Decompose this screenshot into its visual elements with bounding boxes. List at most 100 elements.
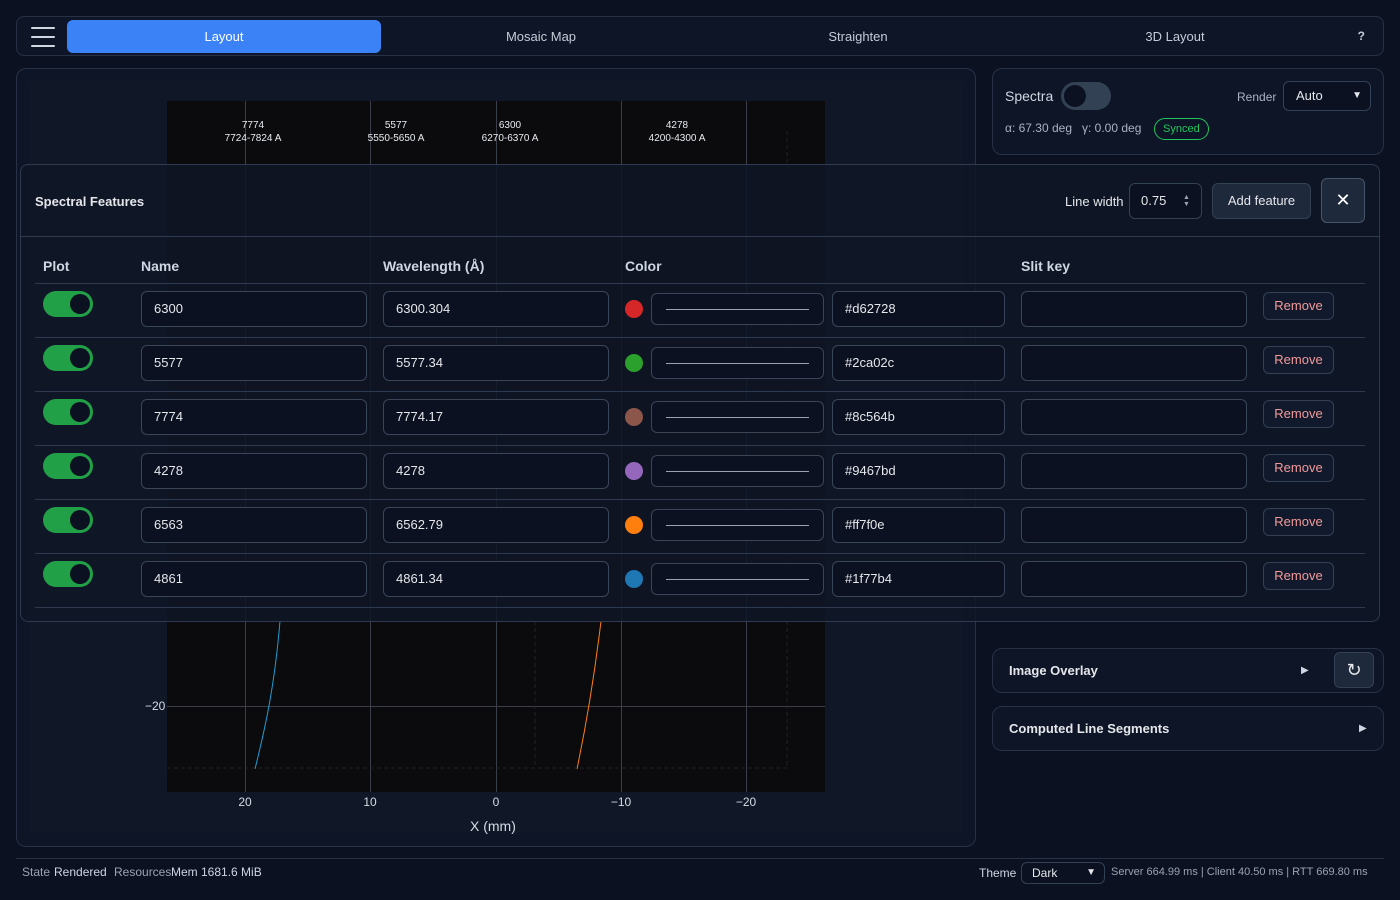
x-tick: −20 xyxy=(735,795,757,809)
resources-label: Resources xyxy=(114,865,172,879)
color-hex-input[interactable]: #d62728 xyxy=(832,291,1005,327)
name-input[interactable]: 4861 xyxy=(141,561,367,597)
slit-key-input[interactable] xyxy=(1021,399,1247,435)
wavelength-input[interactable]: 5577.34 xyxy=(383,345,609,381)
remove-button[interactable]: Remove xyxy=(1263,292,1334,320)
close-icon[interactable]: ✕ xyxy=(1321,178,1365,223)
color-swatch[interactable] xyxy=(625,408,643,426)
color-hex-input[interactable]: #9467bd xyxy=(832,453,1005,489)
render-select[interactable]: Auto ▼ xyxy=(1283,81,1371,111)
status-bar: State Rendered Resources Mem 1681.6 MiB … xyxy=(16,858,1384,886)
slit-key-input[interactable] xyxy=(1021,345,1247,381)
theme-label: Theme xyxy=(979,866,1017,880)
accordion-computed-segments[interactable]: Computed Line Segments ▶ xyxy=(992,706,1384,751)
reset-icon[interactable]: ↻ xyxy=(1334,652,1374,688)
plot-toggle[interactable] xyxy=(43,507,93,533)
wavelength-input[interactable]: 7774.17 xyxy=(383,399,609,435)
menu-icon[interactable] xyxy=(31,27,55,47)
line-style-preview[interactable] xyxy=(651,455,824,487)
state-value: Rendered xyxy=(54,865,107,879)
chevron-down-icon: ▼ xyxy=(1352,90,1362,101)
color-swatch[interactable] xyxy=(625,300,643,318)
name-input[interactable]: 4278 xyxy=(141,453,367,489)
plot-toggle[interactable] xyxy=(43,399,93,425)
color-swatch[interactable] xyxy=(625,570,643,588)
line-width-input[interactable]: 0.75 ▲ ▼ xyxy=(1129,183,1202,219)
state-label: State xyxy=(22,865,51,879)
tab-mosaic-map[interactable]: Mosaic Map xyxy=(505,29,577,44)
plot-toggle[interactable] xyxy=(43,453,93,479)
x-axis-label: X (mm) xyxy=(470,818,516,834)
wavelength-input[interactable]: 6300.304 xyxy=(383,291,609,327)
tab-straighten[interactable]: Straighten xyxy=(828,29,888,44)
wavelength-input[interactable]: 4861.34 xyxy=(383,561,609,597)
help-button[interactable]: ? xyxy=(1357,29,1365,43)
chevron-down-icon: ▼ xyxy=(1086,867,1096,878)
name-input[interactable]: 7774 xyxy=(141,399,367,435)
top-navigation: Layout Mosaic Map Straighten 3D Layout ? xyxy=(16,16,1384,56)
slit-key-input[interactable] xyxy=(1021,291,1247,327)
color-hex-input[interactable]: #8c564b xyxy=(832,399,1005,435)
line-style-preview[interactable] xyxy=(651,563,824,595)
x-tick: 0 xyxy=(492,795,500,809)
dialog-title: Spectral Features xyxy=(35,194,145,209)
x-tick: 10 xyxy=(363,795,377,809)
color-hex-input[interactable]: #2ca02c xyxy=(832,345,1005,381)
timing-readout: Server 664.99 ms | Client 40.50 ms | RTT… xyxy=(1111,866,1368,878)
line-style-preview[interactable] xyxy=(651,509,824,541)
name-input[interactable]: 5577 xyxy=(141,345,367,381)
line-style-preview[interactable] xyxy=(651,293,824,325)
synced-badge: Synced xyxy=(1154,118,1209,140)
color-swatch[interactable] xyxy=(625,516,643,534)
remove-button[interactable]: Remove xyxy=(1263,400,1334,428)
chevron-right-icon: ▶ xyxy=(1359,723,1367,734)
accordion-image-overlay[interactable]: Image Overlay ▶ xyxy=(992,648,1384,693)
wavelength-input[interactable]: 4278 xyxy=(383,453,609,489)
spectra-toggle[interactable] xyxy=(1061,82,1111,110)
color-hex-input[interactable]: #ff7f0e xyxy=(832,507,1005,543)
theme-select[interactable]: Dark ▼ xyxy=(1021,862,1105,884)
wavelength-input[interactable]: 6562.79 xyxy=(383,507,609,543)
line-style-preview[interactable] xyxy=(651,401,824,433)
line-label-6300: 6300 6270-6370 A xyxy=(481,120,539,144)
remove-button[interactable]: Remove xyxy=(1263,454,1334,482)
spinner-icon[interactable]: ▲ ▼ xyxy=(1183,194,1190,208)
trace-4861 xyxy=(254,620,281,770)
add-feature-button[interactable]: Add feature xyxy=(1212,183,1311,219)
render-label: Render xyxy=(1237,90,1277,104)
plot-toggle[interactable] xyxy=(43,291,93,317)
slit-key-input[interactable] xyxy=(1021,561,1247,597)
header-plot: Plot xyxy=(43,258,70,274)
remove-button[interactable]: Remove xyxy=(1263,346,1334,374)
x-tick: −10 xyxy=(610,795,632,809)
name-input[interactable]: 6300 xyxy=(141,291,367,327)
tab-3d-layout[interactable]: 3D Layout xyxy=(1145,29,1205,44)
remove-button[interactable]: Remove xyxy=(1263,508,1334,536)
y-tick: −20 xyxy=(145,699,166,713)
line-label-5577: 5577 5550-5650 A xyxy=(367,120,425,144)
slit-key-input[interactable] xyxy=(1021,507,1247,543)
chevron-right-icon: ▶ xyxy=(1301,665,1309,676)
header-slit-key: Slit key xyxy=(1021,258,1071,274)
tab-layout[interactable]: Layout xyxy=(67,20,381,53)
accordion-title: Image Overlay xyxy=(1009,663,1098,678)
color-swatch[interactable] xyxy=(625,462,643,480)
color-hex-input[interactable]: #1f77b4 xyxy=(832,561,1005,597)
plot-toggle[interactable] xyxy=(43,345,93,371)
remove-button[interactable]: Remove xyxy=(1263,562,1334,590)
x-tick: 20 xyxy=(238,795,252,809)
line-style-preview[interactable] xyxy=(651,347,824,379)
angles-readout: α: 67.30 deg γ: 0.00 deg xyxy=(1005,121,1142,135)
color-swatch[interactable] xyxy=(625,354,643,372)
spectra-label: Spectra xyxy=(1005,88,1054,104)
trace-6563 xyxy=(576,620,602,770)
header-wavelength: Wavelength (Å) xyxy=(383,258,485,274)
line-label-4278: 4278 4200-4300 A xyxy=(648,120,706,144)
spectral-features-dialog: Spectral Features Line width 0.75 ▲ ▼ Add … xyxy=(20,164,1380,622)
memory-readout: Mem 1681.6 MiB xyxy=(171,865,262,879)
plot-toggle[interactable] xyxy=(43,561,93,587)
name-input[interactable]: 6563 xyxy=(141,507,367,543)
slit-key-input[interactable] xyxy=(1021,453,1247,489)
accordion-title: Computed Line Segments xyxy=(1009,721,1170,736)
line-label-7774: 7774 7724-7824 A xyxy=(224,120,282,144)
